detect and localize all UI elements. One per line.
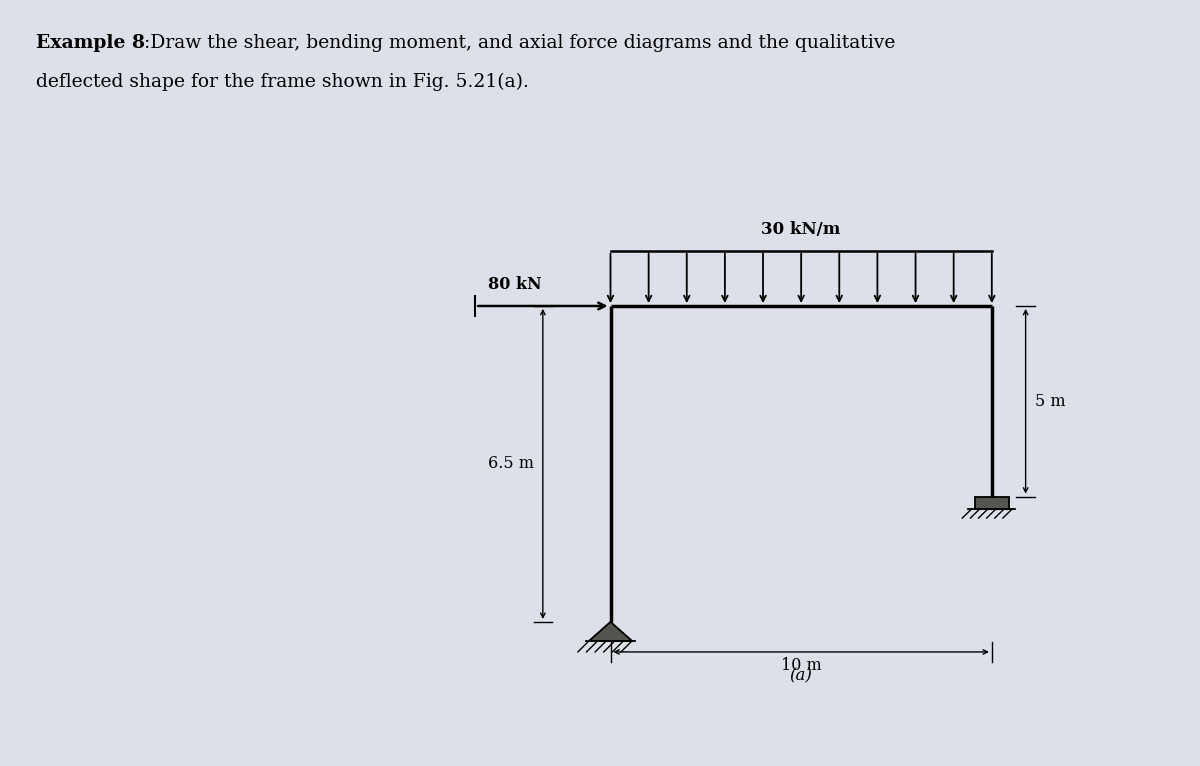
Text: 80 kN: 80 kN (487, 277, 541, 293)
Text: 30 kN/m: 30 kN/m (762, 221, 841, 238)
Text: (a): (a) (790, 667, 812, 685)
Text: 5 m: 5 m (1034, 393, 1066, 410)
Text: Example 8: Example 8 (36, 34, 145, 52)
Polygon shape (974, 496, 1009, 509)
Text: 6.5 m: 6.5 m (487, 456, 534, 473)
Polygon shape (589, 622, 632, 641)
Text: 10 m: 10 m (781, 657, 822, 674)
Text: deflected shape for the frame shown in Fig. 5.21(a).: deflected shape for the frame shown in F… (36, 73, 529, 91)
Text: :Draw the shear, bending moment, and axial force diagrams and the qualitative: :Draw the shear, bending moment, and axi… (138, 34, 895, 52)
